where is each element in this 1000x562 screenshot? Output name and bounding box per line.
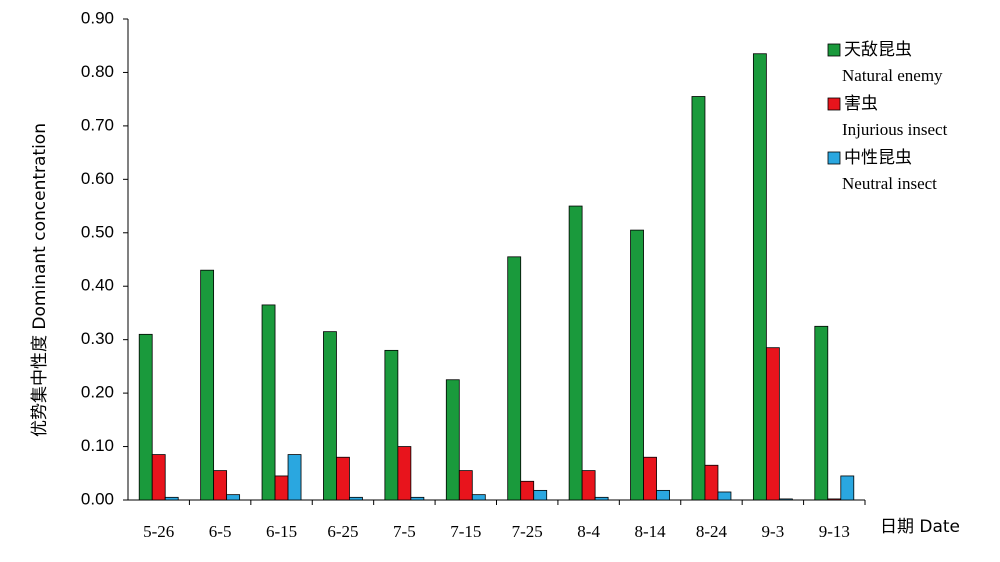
y-tick-label: 0.00 xyxy=(81,489,114,508)
legend-label-en: Neutral insect xyxy=(842,174,937,193)
y-tick-label: 0.70 xyxy=(81,115,114,134)
bar xyxy=(458,470,473,501)
legend-swatch xyxy=(827,97,841,111)
y-tick-label: 0.20 xyxy=(81,383,114,402)
bar xyxy=(814,325,829,501)
bar xyxy=(691,96,706,501)
bar xyxy=(213,470,228,501)
bar xyxy=(643,456,657,501)
bar xyxy=(151,454,166,501)
x-tick-label: 5-26 xyxy=(143,522,174,541)
y-axis-label: 优势集中性度 Dominant concentration xyxy=(30,123,50,437)
bar xyxy=(533,489,548,501)
bar xyxy=(630,229,644,501)
bar xyxy=(507,256,522,501)
y-tick-label: 0.40 xyxy=(81,276,114,295)
legend-label: 中性昆虫 xyxy=(844,148,912,168)
bar xyxy=(226,494,241,501)
x-tick-label: 8-24 xyxy=(696,522,728,541)
bar xyxy=(384,349,399,501)
bar xyxy=(656,489,670,501)
y-tick-label: 0.60 xyxy=(81,169,114,188)
x-tick-label: 6-15 xyxy=(266,522,297,541)
bar xyxy=(471,494,486,501)
bar xyxy=(717,491,732,501)
y-tick-label: 0.90 xyxy=(81,8,114,27)
legend-swatch xyxy=(827,151,841,165)
bar xyxy=(581,470,596,501)
bar xyxy=(200,269,215,501)
legend-label-en: Natural enemy xyxy=(842,66,943,85)
y-tick-label: 0.10 xyxy=(81,436,114,455)
bar xyxy=(704,464,719,501)
x-tick-label: 9-13 xyxy=(819,522,850,541)
bar xyxy=(138,333,153,501)
bar xyxy=(445,379,460,501)
bar xyxy=(274,475,289,501)
bar xyxy=(827,498,842,501)
x-tick-label: 7-25 xyxy=(512,522,543,541)
y-tick-label: 0.50 xyxy=(81,222,114,241)
bar xyxy=(568,205,583,501)
x-tick-label: 7-15 xyxy=(450,522,481,541)
legend-label-en: Injurious insect xyxy=(842,120,948,139)
x-tick-label: 8-14 xyxy=(634,522,666,541)
x-tick-label: 8-4 xyxy=(577,522,600,541)
bar xyxy=(778,498,793,501)
bar xyxy=(397,446,412,501)
bar xyxy=(410,496,425,501)
bar xyxy=(336,456,350,501)
bar xyxy=(164,496,179,501)
bar xyxy=(287,454,302,501)
bar xyxy=(520,480,535,501)
bar xyxy=(752,53,767,501)
legend-label: 天敌昆虫 xyxy=(844,40,912,60)
y-tick-label: 0.80 xyxy=(81,62,114,81)
x-tick-label: 6-25 xyxy=(327,522,358,541)
bar xyxy=(323,331,337,501)
x-tick-label: 9-3 xyxy=(762,522,785,541)
x-tick-label: 7-5 xyxy=(393,522,416,541)
bar xyxy=(840,475,855,501)
y-tick-label: 0.30 xyxy=(81,329,114,348)
bar xyxy=(594,496,609,501)
legend-label: 害虫 xyxy=(844,94,878,114)
x-axis-label: 日期 Date xyxy=(880,517,960,537)
bar xyxy=(349,496,363,501)
bar xyxy=(261,304,276,501)
legend-swatch xyxy=(827,43,841,57)
x-tick-label: 6-5 xyxy=(209,522,232,541)
bar xyxy=(765,347,780,501)
